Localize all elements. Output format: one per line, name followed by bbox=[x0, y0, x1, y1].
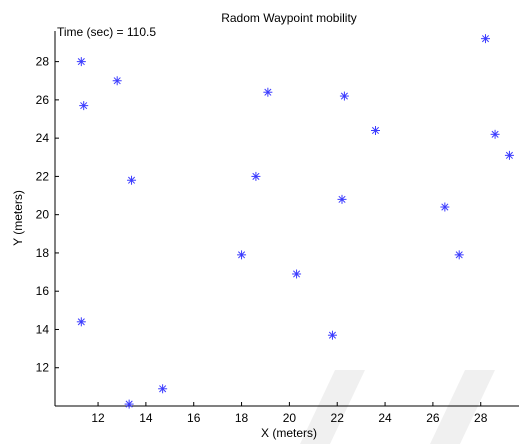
x-tick-group: 12 14 16 18 20 22 24 26 28 bbox=[91, 402, 488, 425]
data-point bbox=[481, 34, 491, 44]
x-tick-label: 16 bbox=[187, 411, 201, 425]
data-point bbox=[327, 330, 337, 340]
y-tick-label: 12 bbox=[36, 361, 50, 375]
time-annotation: Time (sec) = 110.5 bbox=[57, 25, 156, 39]
y-tick-label: 24 bbox=[36, 131, 50, 145]
data-point bbox=[370, 125, 380, 135]
y-tick-label: 18 bbox=[36, 246, 50, 260]
data-point bbox=[124, 399, 134, 409]
data-point bbox=[237, 250, 247, 260]
data-points bbox=[76, 34, 514, 409]
axes-frame bbox=[54, 31, 519, 407]
chart-title: Radom Waypoint mobility bbox=[221, 11, 357, 25]
y-tick-label: 22 bbox=[36, 169, 50, 183]
data-point bbox=[127, 175, 137, 185]
x-tick-label: 24 bbox=[378, 411, 392, 425]
x-tick-label: 14 bbox=[139, 411, 153, 425]
x-tick-label: 28 bbox=[474, 411, 488, 425]
data-point bbox=[292, 269, 302, 279]
y-tick-label: 28 bbox=[36, 55, 50, 69]
y-tick-label: 14 bbox=[36, 322, 50, 336]
data-point bbox=[158, 384, 168, 394]
data-point bbox=[490, 129, 500, 139]
data-point bbox=[339, 91, 349, 101]
data-point bbox=[263, 87, 273, 97]
y-tick-label: 16 bbox=[36, 284, 50, 298]
data-point bbox=[251, 171, 261, 181]
watermark-shape bbox=[300, 370, 495, 444]
x-axis-label: X (meters) bbox=[261, 426, 317, 440]
data-point bbox=[454, 250, 464, 260]
y-tick-label: 20 bbox=[36, 208, 50, 222]
x-tick-label: 22 bbox=[331, 411, 345, 425]
data-point bbox=[504, 150, 514, 160]
x-tick-label: 26 bbox=[426, 411, 440, 425]
data-point bbox=[76, 317, 86, 327]
data-point bbox=[112, 76, 122, 86]
data-point bbox=[76, 57, 86, 67]
data-point bbox=[337, 194, 347, 204]
data-point bbox=[79, 101, 89, 111]
x-tick-label: 18 bbox=[235, 411, 249, 425]
y-tick-group: 12 14 16 18 20 22 24 26 28 bbox=[36, 55, 59, 375]
x-tick-label: 12 bbox=[91, 411, 105, 425]
data-point bbox=[440, 202, 450, 212]
x-tick-label: 20 bbox=[283, 411, 297, 425]
y-axis-label: Y (meters) bbox=[11, 190, 25, 246]
y-tick-label: 26 bbox=[36, 93, 50, 107]
